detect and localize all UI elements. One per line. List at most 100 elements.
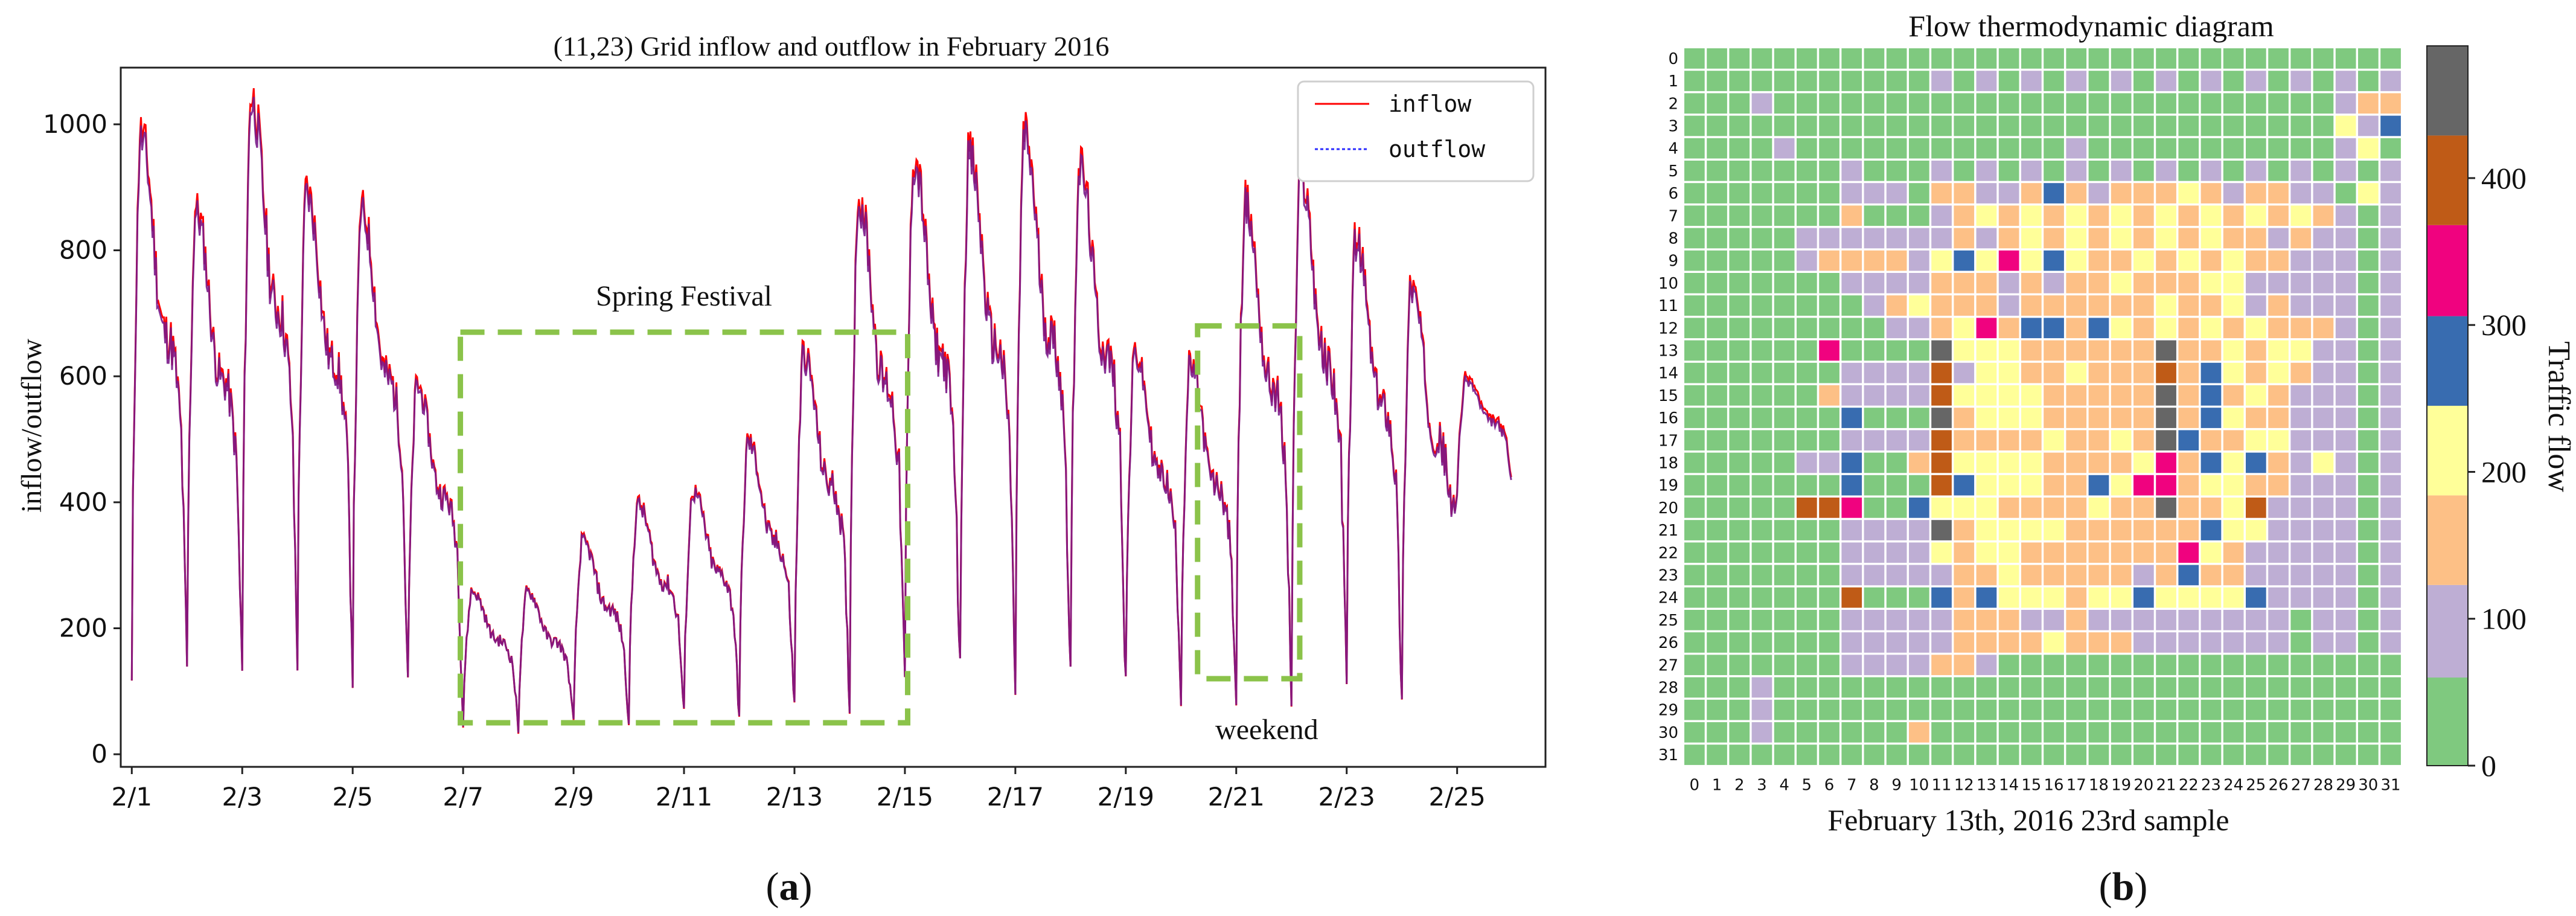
heatmap-cell: [2380, 93, 2401, 114]
heatmap-cell: [1976, 385, 1997, 406]
heatmap-cell: [1886, 430, 1907, 451]
heatmap-cell: [2021, 587, 2042, 608]
heatmap-cell: [1931, 677, 1952, 698]
heatmap-cell: [1998, 295, 2019, 316]
heatmap-x-label: February 13th, 2016 23rd sample: [1827, 803, 2229, 837]
heatmap-cell: [1819, 430, 1839, 451]
heatmap-cell: [2335, 183, 2356, 203]
heatmap-cell: [1954, 632, 1975, 653]
heatmap-cell: [1774, 340, 1795, 361]
heatmap-y-tick-label: 8: [1668, 230, 1678, 248]
heatmap-cell: [1729, 318, 1750, 339]
heatmap-cell: [1707, 452, 1727, 473]
heatmap-x-tick-label: 27: [2291, 776, 2311, 794]
heatmap-cell: [2200, 610, 2222, 630]
heatmap-x-tick-label: 12: [1954, 776, 1974, 794]
heatmap-cell: [1729, 340, 1750, 361]
heatmap-cell: [1751, 498, 1772, 518]
heatmap-cell: [2335, 273, 2356, 293]
heatmap-cell: [2156, 161, 2176, 181]
heatmap-cell: [1954, 340, 1975, 361]
x-tick-label: 2/7: [443, 782, 484, 812]
heatmap-cell: [1909, 183, 1929, 203]
heatmap-cell: [2178, 205, 2199, 226]
heatmap-cell: [2246, 385, 2266, 406]
heatmap-cell: [1774, 498, 1795, 518]
heatmap-cell: [2111, 48, 2132, 69]
caption-b-letter: b: [2112, 865, 2135, 909]
heatmap-cell: [2358, 93, 2379, 114]
heatmap-x-tick-label: 3: [1757, 776, 1767, 794]
heatmap-cell: [1797, 138, 1817, 159]
heatmap-x-tick-label: 25: [2246, 776, 2266, 794]
heatmap-cell: [1864, 677, 1885, 698]
heatmap-cell: [2111, 318, 2132, 339]
heatmap-cell: [2313, 745, 2334, 765]
heatmap-cell: [2335, 677, 2356, 698]
heatmap-cell: [2111, 138, 2132, 159]
heatmap-cell: [1729, 722, 1750, 743]
heatmap-cell: [2380, 452, 2401, 473]
heatmap-cell: [1751, 699, 1772, 720]
heatmap-cell: [1729, 475, 1750, 496]
heatmap-cell: [2111, 677, 2132, 698]
x-tick-label: 2/1: [111, 782, 152, 812]
heatmap-cell: [1998, 520, 2019, 540]
heatmap-cell: [1707, 138, 1727, 159]
heatmap-cell: [2200, 587, 2222, 608]
heatmap-cell: [2200, 385, 2222, 406]
heatmap-x-tick-label: 5: [1802, 776, 1812, 794]
heatmap-x-tick-label: 6: [1824, 776, 1835, 794]
heatmap-cell: [1976, 362, 1997, 383]
heatmap-cell: [1909, 295, 1929, 316]
x-tick-label: 2/5: [332, 782, 373, 812]
heatmap-cell: [1976, 205, 1997, 226]
heatmap-cell: [2380, 655, 2401, 676]
heatmap-cell: [2223, 408, 2244, 428]
heatmap-cell: [2223, 295, 2244, 316]
heatmap-cell: [1864, 498, 1885, 518]
heatmap-cell: [2268, 610, 2289, 630]
heatmap-cell: [1729, 430, 1750, 451]
heatmap-cell: [1931, 565, 1952, 586]
heatmap-cell: [2088, 475, 2109, 496]
heatmap-cell: [2156, 632, 2176, 653]
heatmap-cell: [1797, 677, 1817, 698]
heatmap-cell: [2133, 385, 2154, 406]
heatmap-cell: [2156, 318, 2176, 339]
heatmap-cell: [1774, 295, 1795, 316]
heatmap-cell: [2313, 408, 2334, 428]
heatmap-cell: [1774, 385, 1795, 406]
heatmap-cell: [2044, 250, 2064, 271]
heatmap-cell: [2133, 250, 2154, 271]
heatmap-cell: [1684, 520, 1705, 540]
heatmap-cell: [2268, 452, 2289, 473]
heatmap-cell: [2290, 228, 2312, 249]
heatmap-x-tick-label: 28: [2313, 776, 2333, 794]
heatmap-cell: [1976, 183, 1997, 203]
x-tick-label: 2/13: [766, 782, 823, 812]
colorbar-segment: [2427, 225, 2468, 316]
heatmap-cell: [2358, 71, 2379, 91]
heatmap-cell: [1751, 48, 1772, 69]
heatmap-cell: [1909, 385, 1929, 406]
heatmap-y-tick-label: 18: [1658, 455, 1678, 473]
heatmap-cell: [2111, 161, 2132, 181]
heatmap-cell: [2133, 408, 2154, 428]
heatmap-cell: [2178, 587, 2199, 608]
heatmap-cell: [2156, 677, 2176, 698]
heatmap-cell: [1841, 610, 1862, 630]
x-axis-ticks: 2/1 2/3 2/5 2/7 2/9 2/11 2/13 2/15 2/17 2/19 2/21 2…: [111, 767, 1486, 812]
heatmap-cell: [2358, 565, 2379, 586]
heatmap-cell: [1931, 610, 1952, 630]
heatmap-cell: [1684, 250, 1705, 271]
heatmap-cell: [2380, 430, 2401, 451]
heatmap-cell: [1998, 452, 2019, 473]
heatmap-cell: [1954, 228, 1975, 249]
heatmap-cell: [1931, 71, 1952, 91]
heatmap-cell: [2223, 475, 2244, 496]
heatmap-cell: [1864, 71, 1885, 91]
heatmap-cell: [2335, 138, 2356, 159]
heatmap-cell: [2358, 138, 2379, 159]
heatmap-cell: [1797, 632, 1817, 653]
